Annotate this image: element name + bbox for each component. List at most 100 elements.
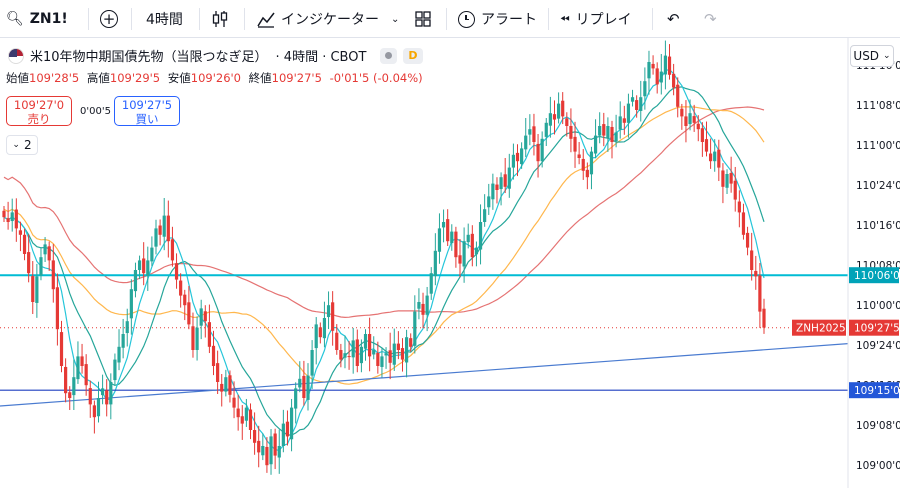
alert-button[interactable]: アラート bbox=[458, 0, 537, 38]
candle-body bbox=[404, 337, 409, 363]
candle-body bbox=[544, 122, 548, 137]
open-value: 109'28'5 bbox=[29, 71, 80, 85]
chart-candles bbox=[2, 40, 766, 475]
candle-body bbox=[84, 364, 88, 386]
candle-body bbox=[96, 398, 101, 417]
candle-body bbox=[643, 81, 647, 97]
candle-body bbox=[713, 151, 717, 162]
ma-slow-line bbox=[3, 106, 765, 385]
candle-body bbox=[347, 356, 351, 358]
candle-body bbox=[676, 84, 680, 107]
candle-body bbox=[606, 126, 610, 139]
rewind-icon: ⏪︎ bbox=[560, 11, 570, 26]
candle-body bbox=[302, 375, 306, 398]
candle-body bbox=[413, 311, 417, 346]
candle-body bbox=[696, 123, 700, 130]
hline-upper-label-bg bbox=[849, 267, 899, 284]
candle-body bbox=[322, 318, 327, 339]
currency-select[interactable]: USD ⌄ bbox=[850, 45, 894, 67]
candle-body bbox=[552, 114, 557, 120]
candle-body bbox=[265, 446, 269, 466]
candle-body bbox=[495, 184, 499, 190]
candle-body bbox=[187, 302, 191, 325]
candle-body bbox=[59, 332, 64, 366]
alert-label: アラート bbox=[481, 12, 537, 28]
interval-button[interactable]: 4時間 bbox=[146, 0, 183, 38]
y-tick-label: 110'16'0 bbox=[856, 220, 900, 232]
candle-body bbox=[146, 260, 150, 277]
candle-body bbox=[47, 246, 51, 261]
candle-body bbox=[14, 209, 18, 229]
compare-button[interactable]: + bbox=[100, 0, 118, 38]
candle-body bbox=[639, 97, 643, 111]
indicator-count: 2 bbox=[23, 138, 32, 152]
candle-body bbox=[565, 118, 569, 126]
plus-circle-icon: + bbox=[100, 10, 118, 28]
candle-body bbox=[556, 103, 561, 119]
chevron-down-icon: ⌄ bbox=[391, 13, 400, 25]
candle-body bbox=[326, 305, 331, 318]
buy-button[interactable]: 109'27'5 買い bbox=[114, 96, 180, 126]
candle-body bbox=[51, 260, 55, 290]
candle-body bbox=[355, 339, 359, 366]
candle-body bbox=[745, 232, 750, 248]
sell-button[interactable]: 109'27'0 売り bbox=[6, 96, 72, 126]
candle-body bbox=[261, 446, 265, 456]
replay-button[interactable]: ⏪︎ リプレイ bbox=[560, 0, 632, 38]
candle-body bbox=[298, 378, 302, 388]
layout-button[interactable] bbox=[414, 0, 432, 38]
candle-body bbox=[92, 405, 96, 418]
candle-body bbox=[244, 407, 248, 421]
last-price-label-bg bbox=[849, 319, 899, 336]
candle-body bbox=[158, 225, 162, 235]
candle-body bbox=[183, 294, 187, 306]
candle-body bbox=[437, 228, 442, 252]
grid-layout-icon bbox=[415, 11, 431, 27]
candle-body bbox=[573, 136, 577, 152]
candle-body bbox=[269, 436, 273, 465]
candle-body bbox=[18, 230, 23, 235]
candle-body bbox=[598, 126, 602, 136]
candle-body bbox=[741, 212, 746, 235]
candle-body bbox=[220, 383, 224, 392]
candle-body bbox=[80, 356, 84, 366]
candle-body bbox=[384, 353, 388, 356]
candle-body bbox=[737, 201, 741, 213]
candle-body bbox=[195, 327, 199, 350]
candle-body bbox=[236, 408, 240, 418]
ma-mid-line bbox=[3, 86, 765, 436]
low-value: 109'26'0 bbox=[190, 71, 242, 85]
y-tick-label: 111'08'0 bbox=[856, 100, 900, 112]
candle-body bbox=[672, 73, 676, 88]
candle-body bbox=[692, 116, 696, 123]
candle-body bbox=[725, 174, 729, 188]
sell-label: 売り bbox=[27, 112, 51, 126]
undo-button[interactable]: ↶ bbox=[667, 0, 680, 38]
candle-body bbox=[335, 332, 339, 350]
price-chart[interactable]: 111'16'0111'08'0111'00'0110'24'0110'16'0… bbox=[0, 38, 900, 488]
candle-body bbox=[314, 324, 318, 349]
candle-body bbox=[100, 388, 105, 396]
instrument-title[interactable]: 米10年物中期国債先物（当限つなぎ足） bbox=[30, 50, 268, 65]
alarm-clock-icon bbox=[458, 10, 475, 28]
candle-body bbox=[630, 97, 635, 102]
candle-body bbox=[388, 350, 392, 363]
open-label: 始値 bbox=[6, 71, 29, 85]
indicators-button[interactable]: インジケーター ⌄ bbox=[256, 0, 399, 38]
candle-body bbox=[474, 247, 479, 255]
candle-body bbox=[717, 149, 721, 168]
chart-type-button[interactable] bbox=[210, 0, 230, 38]
y-tick-label: 109'00'0 bbox=[856, 460, 900, 472]
symbol-search[interactable]: 🔍︎ ZN1! bbox=[6, 0, 68, 38]
candle-body bbox=[417, 302, 421, 309]
candle-body bbox=[569, 126, 573, 139]
candle-body bbox=[129, 289, 133, 319]
redo-button[interactable]: ↷ bbox=[704, 0, 717, 38]
candle-body bbox=[454, 231, 458, 258]
candle-body bbox=[154, 228, 158, 247]
indicator-collapse-button[interactable]: ⌄ 2 bbox=[6, 135, 38, 155]
candle-body bbox=[421, 303, 425, 315]
candle-body bbox=[240, 416, 244, 424]
candle-body bbox=[429, 273, 433, 294]
search-icon: 🔍︎ bbox=[6, 11, 24, 27]
